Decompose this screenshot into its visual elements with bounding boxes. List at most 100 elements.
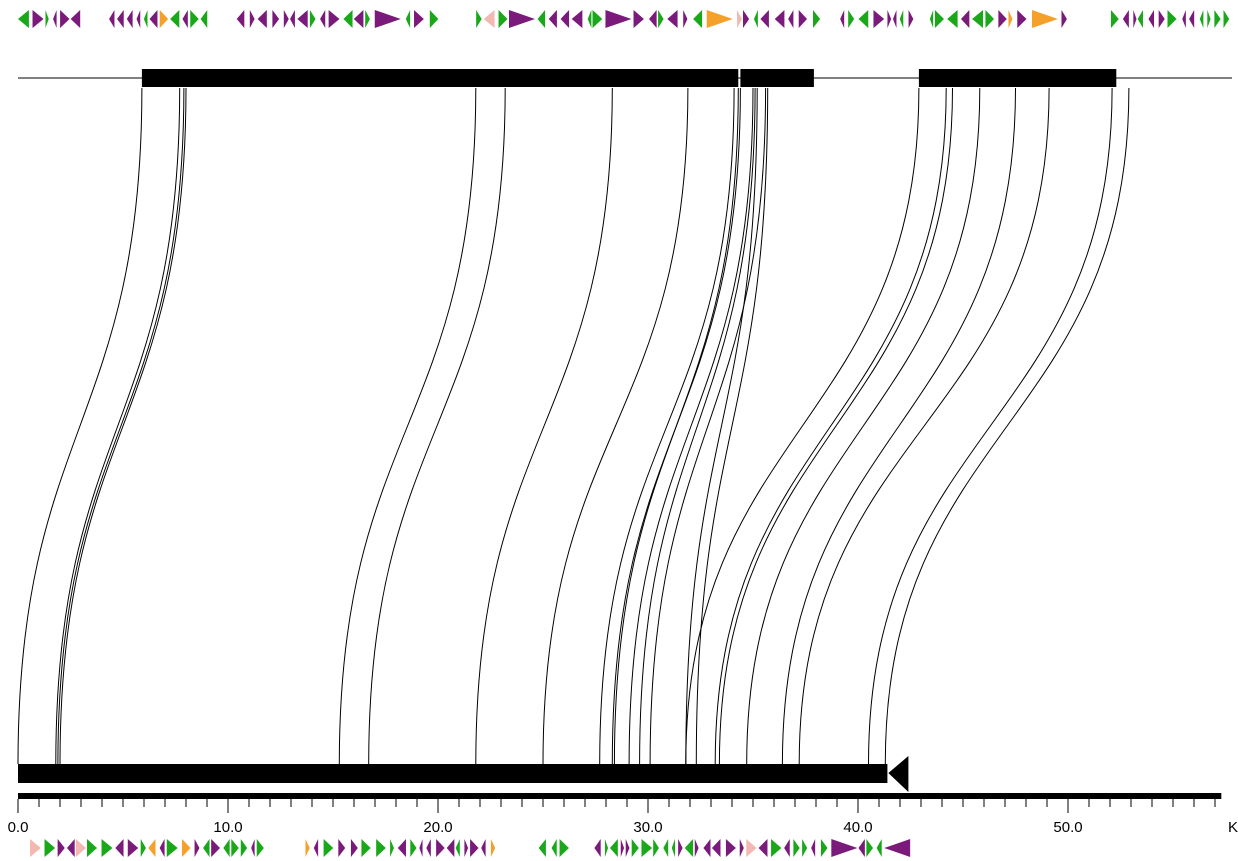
bottom-gene-arrow	[361, 839, 371, 857]
synteny-link	[685, 87, 758, 765]
top-gene-arrow	[667, 10, 678, 28]
top-gene-arrow	[283, 10, 289, 28]
bottom-gene-arrow	[57, 839, 65, 857]
bottom-gene-arrow	[641, 839, 653, 857]
top-gene-arrow	[592, 10, 603, 28]
bottom-genome-track	[18, 756, 909, 792]
top-gene-arrow	[587, 10, 592, 28]
top-gene-arrow	[1167, 10, 1177, 28]
top-gene-arrow	[483, 10, 495, 28]
top-gene-arrow	[109, 10, 115, 28]
top-gene-arrow	[760, 10, 769, 28]
top-gene-arrow	[429, 10, 439, 28]
bottom-gene-arrow	[390, 839, 394, 857]
top-gene-arrow	[742, 10, 750, 28]
synteny-link	[649, 87, 767, 765]
top-gene-arrow	[498, 10, 508, 28]
synteny-link	[542, 87, 689, 765]
scale-unit-label: K	[1228, 819, 1238, 836]
top-gene-arrow	[1031, 10, 1058, 28]
top-gene-arrow	[1017, 10, 1027, 28]
bottom-gene-arrow	[211, 839, 221, 857]
top-gene-arrow	[537, 10, 546, 28]
top-gene-arrow	[649, 10, 657, 28]
top-gene-arrow	[200, 10, 208, 28]
bottom-gene-arrow	[481, 839, 486, 857]
bottom-gene-arrow	[194, 839, 200, 857]
synteny-link	[17, 87, 143, 765]
bottom-gene-arrow	[784, 839, 790, 857]
top-gene-arrow	[998, 10, 1007, 28]
bottom-gene-arrow	[653, 839, 659, 857]
top-gene-arrow	[143, 10, 148, 28]
kb-scale-bar: 0.0 10.0 20.0 30.0 40.0 50.0 K	[8, 793, 1238, 836]
top-gene-arrow	[774, 10, 785, 28]
scale-tick-label: 10.0	[213, 819, 242, 836]
bottom-gene-arrow	[609, 839, 618, 857]
synteny-link	[599, 87, 735, 765]
top-gene-arrow	[170, 10, 180, 28]
synteny-link	[884, 87, 1130, 765]
bottom-gene-arrow	[625, 839, 630, 857]
top-gene-arrow	[32, 10, 44, 28]
bottom-gene-arrow	[376, 839, 386, 857]
bottom-gene-track	[30, 839, 911, 857]
bottom-gene-arrow	[470, 839, 479, 857]
bottom-gene-arrow	[866, 839, 874, 857]
scale-tick-label: 50.0	[1053, 819, 1082, 836]
bottom-gene-arrow	[703, 839, 711, 857]
top-gene-arrow	[605, 10, 632, 28]
top-gene-arrow	[414, 10, 424, 28]
bottom-gene-arrow	[182, 839, 191, 857]
top-gene-arrow	[272, 10, 280, 28]
bottom-gene-arrow	[551, 839, 557, 857]
bottom-gene-arrow	[620, 839, 625, 857]
top-gene-arrow	[136, 10, 141, 28]
scale-tick-label: 20.0	[423, 819, 452, 836]
top-gene-arrow	[892, 10, 897, 28]
synteny-link	[714, 87, 947, 765]
scale-tick-label: 40.0	[843, 819, 872, 836]
synteny-link	[685, 87, 920, 765]
top-gene-arrow	[1008, 10, 1013, 28]
top-gene-arrow	[149, 10, 158, 28]
bottom-gene-arrow	[831, 839, 858, 857]
top-gene-arrow	[365, 10, 370, 28]
synteny-link	[639, 87, 756, 765]
bottom-gene-arrow	[678, 839, 683, 857]
top-gene-arrow	[633, 10, 644, 28]
bottom-gene-arrow	[251, 839, 255, 857]
top-gene-arrow	[476, 10, 482, 28]
top-gene-arrow	[960, 10, 970, 28]
bottom-gene-arrow	[67, 839, 75, 857]
top-gene-arrow	[1189, 10, 1195, 28]
top-gene-arrow	[972, 10, 983, 28]
top-gene-arrow	[1199, 10, 1204, 28]
bottom-gene-arrow	[203, 839, 210, 857]
synteny-link	[781, 87, 1016, 765]
top-gene-arrow	[873, 10, 885, 28]
top-gene-arrow	[320, 10, 326, 28]
bottom-gene-arrow	[231, 839, 239, 857]
bottom-gene-arrow	[148, 839, 156, 857]
bottom-gene-arrow	[604, 839, 609, 857]
bottom-gene-arrow	[446, 839, 455, 857]
top-gene-arrow	[1207, 10, 1211, 28]
top-gene-arrow	[812, 10, 821, 28]
top-gene-arrow	[405, 10, 411, 28]
top-gene-arrow	[798, 10, 808, 28]
bottom-gene-arrow	[410, 839, 417, 857]
top-gene-arrow	[1137, 10, 1143, 28]
top-gene-arrow	[1122, 10, 1129, 28]
bottom-gene-arrow	[426, 839, 431, 857]
synteny-link	[613, 87, 739, 765]
top-gene-arrow	[236, 10, 245, 28]
top-gene-arrow	[353, 10, 364, 28]
bottom-gene-arrow	[746, 839, 757, 857]
top-gene-arrow	[343, 10, 353, 28]
top-gene-arrow	[508, 10, 535, 28]
bottom-gene-arrow	[350, 839, 358, 857]
bottom-gene-arrow	[793, 839, 800, 857]
bottom-gene-arrow	[820, 839, 828, 857]
